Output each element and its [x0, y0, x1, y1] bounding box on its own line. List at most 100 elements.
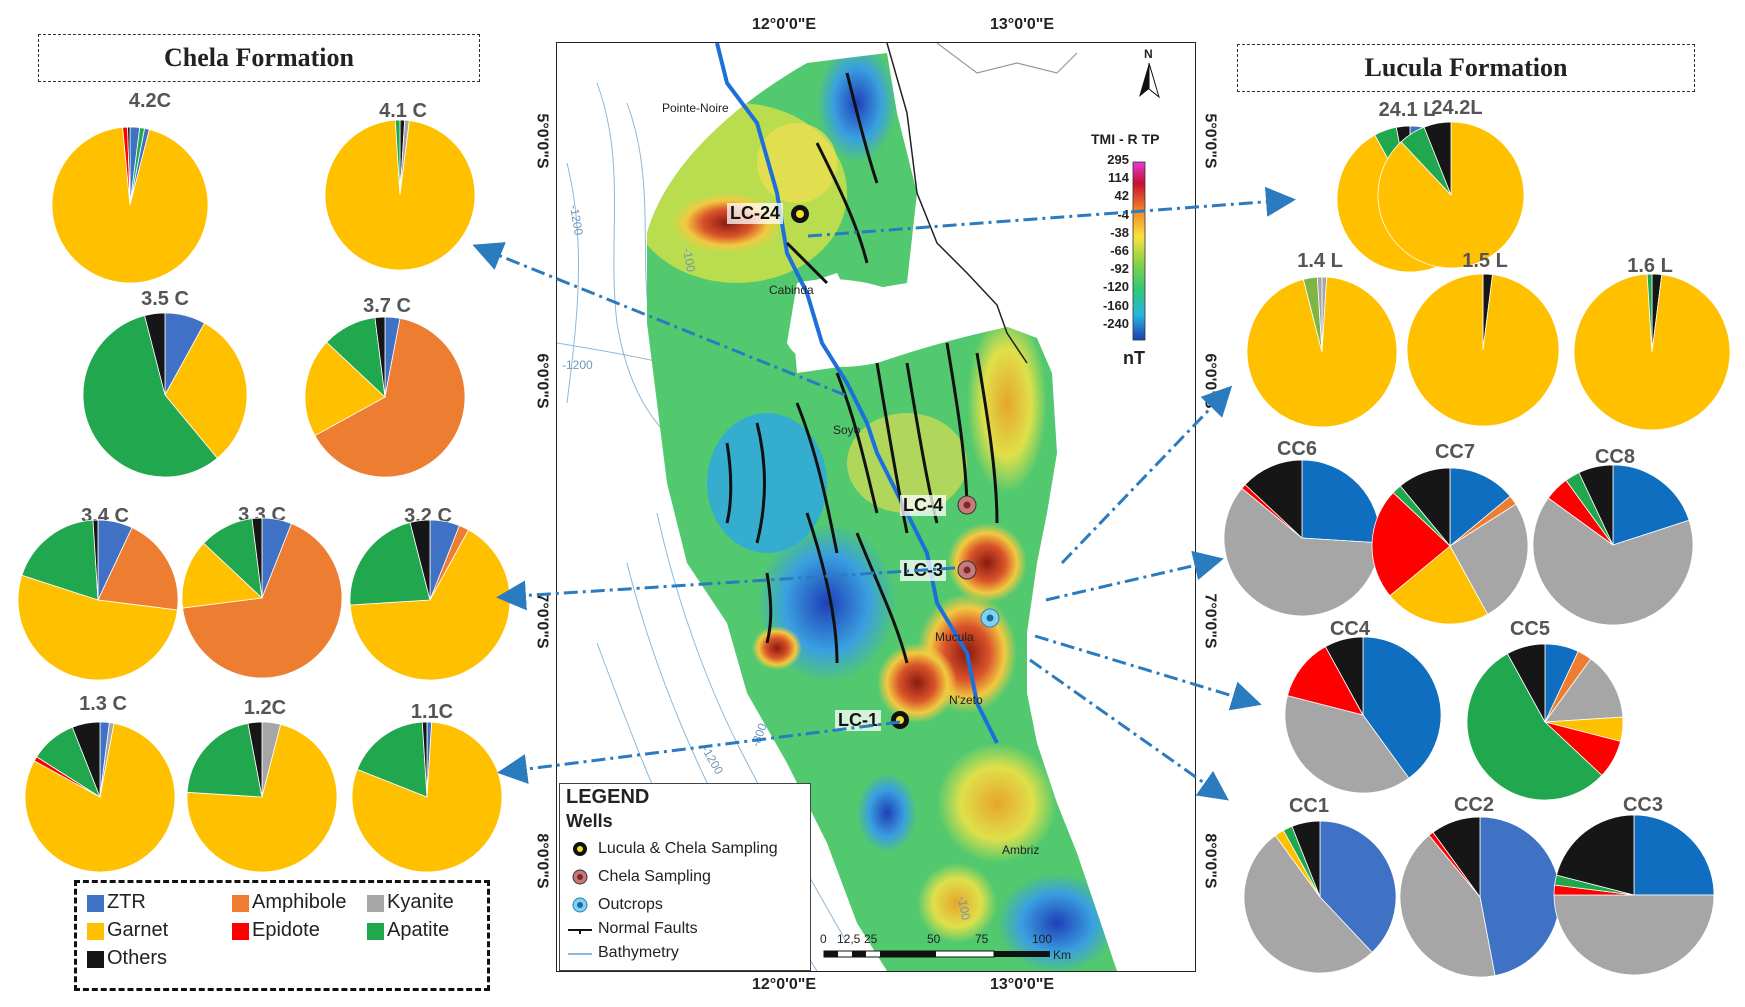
pie-slice-kyanite — [1553, 894, 1715, 976]
pie-slice-apatite — [82, 315, 218, 478]
tmi-tick: 295 — [1107, 152, 1129, 167]
place-cabinda: Cabinda — [769, 283, 814, 297]
tmi-tick: -4 — [1117, 206, 1129, 222]
pie-slice-apatite — [394, 119, 401, 196]
pie-label: 1.3 C — [79, 693, 127, 715]
pie-slice-kyanite — [1532, 497, 1694, 626]
lat-right-4: 8°0'0"S — [1201, 833, 1219, 889]
place-pointe-noire: Pointe-Noire — [662, 101, 729, 115]
pie-chart — [304, 316, 466, 478]
lat-right-3: 7°0'0"S — [1201, 593, 1219, 649]
pie-slice-epidote — [1371, 492, 1451, 597]
well-label-lc3: LC-3 — [900, 560, 946, 581]
pie-slice-kyanite — [1316, 276, 1323, 353]
scale-unit: Km — [1053, 948, 1071, 962]
pie-slice-amphibole — [182, 523, 343, 679]
north-arrow-icon — [1139, 62, 1160, 99]
legend-label-apatite: Apatite — [387, 919, 450, 941]
pie-slice-apatite — [349, 522, 431, 606]
legend-swatch-ztr — [87, 895, 104, 912]
scale-tick: 100 — [1032, 932, 1053, 946]
legend-title: LEGEND — [566, 786, 650, 808]
pie-chart — [181, 517, 343, 679]
legend-swatch-amphibole — [232, 895, 249, 912]
north-label: N — [1144, 47, 1153, 61]
pie-slice-others — [1324, 636, 1364, 716]
pie-slice-ztr2 — [1633, 814, 1715, 896]
legend-label-amphibole: Amphibole — [252, 891, 347, 913]
legend-label-kyanite: Kyanite — [387, 891, 454, 913]
pie-slice-others — [421, 721, 428, 798]
pie-slice-others — [144, 312, 166, 396]
pie-chart — [1553, 814, 1715, 976]
pie-slice-others — [251, 517, 263, 599]
legend-swatch-garnet — [87, 923, 104, 940]
pie-chart — [1223, 459, 1381, 617]
pie-label: 24.1 L — [1378, 99, 1436, 121]
pie-slice-ztr2 — [1612, 464, 1690, 546]
pie-slice-kyanite — [1399, 834, 1496, 978]
legend-lucula-chela-icon — [573, 842, 587, 856]
pie-slice-ztr2 — [1362, 636, 1442, 779]
tmi-tick: -240 — [1102, 315, 1129, 331]
scale-tick: 12,5 — [837, 932, 861, 946]
pie-label: CC6 — [1276, 438, 1318, 460]
pie-label: 4.2C — [128, 90, 172, 112]
pie-slice-epidote — [1286, 646, 1364, 716]
pie-slice-others — [1432, 816, 1481, 899]
bathy-label-3: -1200 — [562, 358, 593, 372]
pie-label: CC2 — [1453, 794, 1495, 816]
pie-slice-apatite — [186, 722, 263, 798]
bottom-lon-2: 13°0'0"E — [990, 976, 1055, 993]
legend-swatch-kyanite — [367, 895, 384, 912]
pie-slice-garnet — [1389, 545, 1489, 625]
pie-chart — [324, 119, 476, 271]
pie-chart — [351, 721, 503, 873]
pie-label: 1.1C — [410, 701, 454, 723]
pie-slice-apatite — [356, 721, 428, 798]
place-soyo: Soyo — [833, 423, 861, 437]
tmi-tick: -66 — [1110, 243, 1129, 258]
pie-slice-others — [1244, 459, 1303, 539]
pie-slice-others — [127, 126, 131, 206]
chela-formation-title: Chela Formation — [38, 34, 480, 82]
pie-slice-garnet — [181, 542, 263, 609]
tmi-colorbar — [1132, 161, 1146, 341]
pie-slice-others — [1556, 814, 1635, 896]
pie-slice-ztr2 — [1301, 459, 1381, 544]
pie-slice-others — [374, 316, 386, 398]
tmi-tick: 42 — [1114, 188, 1129, 204]
tmi-tick: -120 — [1102, 279, 1129, 295]
lat-left-2: 6°0'0"S — [533, 353, 551, 409]
pie-slice-others — [92, 519, 99, 601]
scale-tick: 25 — [864, 932, 878, 946]
legend-label-others: Others — [107, 947, 168, 969]
legend-label-garnet: Garnet — [107, 919, 169, 941]
pie-chart — [186, 721, 338, 873]
geologic-map: Pointe-Noire Cabinda Soyo Mucula N'zeto … — [556, 42, 1196, 972]
pie-label: CC3 — [1622, 794, 1664, 816]
pie-slice-apatite — [1466, 653, 1603, 801]
pie-slice-amphibole — [314, 317, 466, 478]
tmi-tick: -38 — [1110, 224, 1129, 240]
place-mucula: Mucula — [935, 630, 974, 644]
pie-slice-others — [247, 721, 263, 798]
pie-chart — [17, 519, 179, 681]
well-label-lc4: LC-4 — [900, 495, 946, 516]
pie-chart — [1406, 273, 1560, 427]
pie-slice-garnet — [164, 322, 248, 459]
pie-chart — [1573, 273, 1731, 431]
legend-swatch-epidote — [232, 923, 249, 940]
pie-label: 3.7 C — [363, 295, 411, 317]
pie-label: 4.1 C — [379, 100, 427, 122]
pie-slice-others — [1291, 820, 1321, 898]
pie-chart — [1532, 464, 1694, 626]
well-lc24-marker — [791, 205, 809, 223]
legend-item-bathymetry: Bathymetry — [598, 944, 679, 961]
pie-slice-others — [71, 721, 101, 798]
pie-slice-others — [1578, 464, 1614, 546]
legend-symbols — [568, 842, 592, 955]
place-ambriz: Ambriz — [1002, 843, 1040, 857]
pie-label: CC4 — [1329, 618, 1371, 640]
well-label-lc24: LC-24 — [727, 203, 784, 224]
